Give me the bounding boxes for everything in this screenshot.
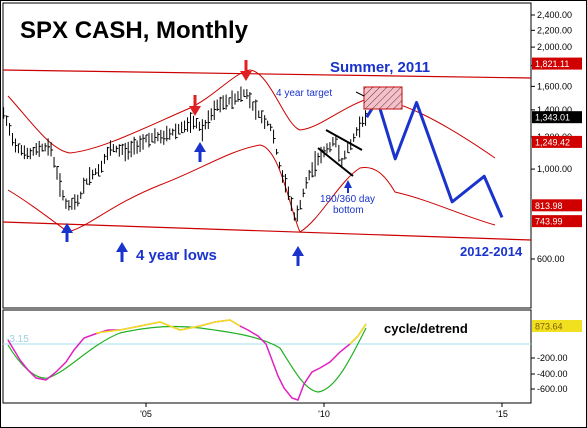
value-tags: 1,821.11 1,343.01 1,249.42 813.98 743.99 873.… [532,57,582,332]
value-tag: 1,821.11 [535,59,569,69]
y-tick-label: 1,000.00 [537,164,572,174]
up-arrow-2006 [194,142,206,162]
up-arrow-2010 [344,180,352,193]
y-tick-label: 1,400.00 [537,105,572,115]
y-tick-label: 2,000.00 [537,42,572,52]
cycle-label: cycle/detrend [384,321,468,336]
value-tag: 1,249.42 [535,137,570,147]
value-tag-bg [532,215,582,228]
osc-y-tick-label: -600.00 [537,384,568,394]
y-tick-label: 600.00 [537,254,565,264]
trendline-upper [325,129,363,151]
value-tag-bg [532,199,582,212]
value-tag: 1,343.01 [535,113,570,123]
lower-cycle-band [7,144,496,233]
range-label: 2012-2014 [460,244,523,259]
up-arrow-legend [116,242,128,262]
bottom-label-1: 180/360 day [320,194,375,205]
value-tag: 813.98 [535,201,563,211]
up-arrow-2002 [61,223,73,242]
osc-value-tag: 873.64 [535,322,563,332]
target-pointer [355,91,365,97]
lower-channel-line [2,221,532,241]
y-tick-label: 1,600.00 [537,81,572,91]
value-tag-bg [532,57,582,70]
x-tick-label: '10 [318,409,330,419]
summer-label: Summer, 2011 [330,59,430,76]
target-box-hatch [364,87,402,109]
up-arrow-2009 [292,246,304,266]
osc-yellow-recent [349,323,367,345]
y-tick-label: 2,200.00 [537,25,572,35]
down-arrow-2007 [240,60,252,81]
upper-channel-line [2,69,532,79]
x-tick-label: '15 [496,409,508,419]
value-tag: 743.99 [535,217,563,227]
y-tick-label: 2,400.00 [537,10,572,20]
osc-yellow-segment [95,319,241,334]
chart-title: SPX CASH, Monthly [20,17,249,44]
osc-y-tick-label: -200.00 [537,353,568,363]
value-tag-bg [532,135,582,148]
down-arrow-2006 [189,95,201,116]
x-axis: '05 '10 '15 [140,403,508,419]
value-tag-bg [532,111,582,124]
zero-line-label: -3.15 [6,334,29,345]
bottom-label-2: bottom [333,205,364,216]
price-bars [3,86,368,222]
target-label: 4 year target [276,88,332,99]
price-panel [2,2,532,309]
oscillator-panel [2,309,532,404]
osc-y-tick-label: -400.00 [537,369,568,379]
osc-value-tag-bg [532,320,582,332]
x-tick-label: '05 [140,409,152,419]
trendline-lower [317,147,354,177]
lows-label: 4 year lows [136,247,217,264]
